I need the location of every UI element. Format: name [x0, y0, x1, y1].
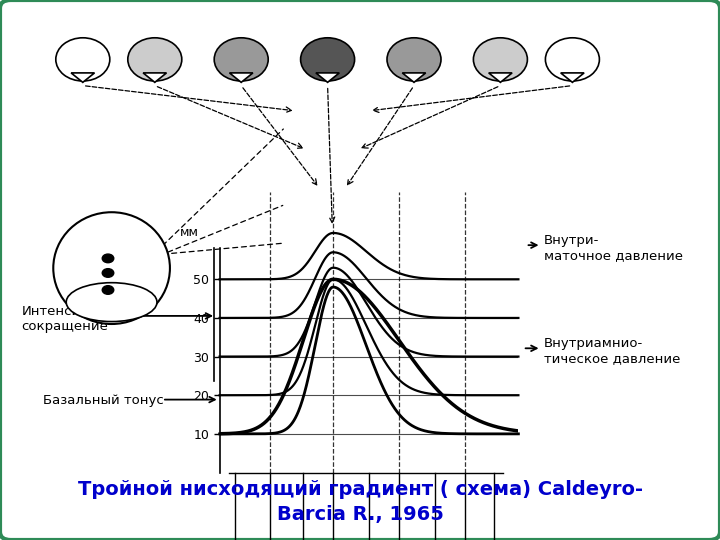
Text: Внутриамнио-
тическое давление: Внутриамнио- тическое давление	[544, 337, 680, 365]
Text: Базальный тонус: Базальный тонус	[43, 394, 164, 407]
Text: Тройной нисходящий градиент ( схема) Caldeyro-
Barcia R., 1965: Тройной нисходящий градиент ( схема) Cal…	[78, 480, 642, 524]
Text: Внутри-
маточное давление: Внутри- маточное давление	[544, 234, 683, 262]
Text: Интенсивное
сокращение: Интенсивное сокращение	[22, 305, 114, 333]
Text: мм: мм	[180, 226, 199, 239]
